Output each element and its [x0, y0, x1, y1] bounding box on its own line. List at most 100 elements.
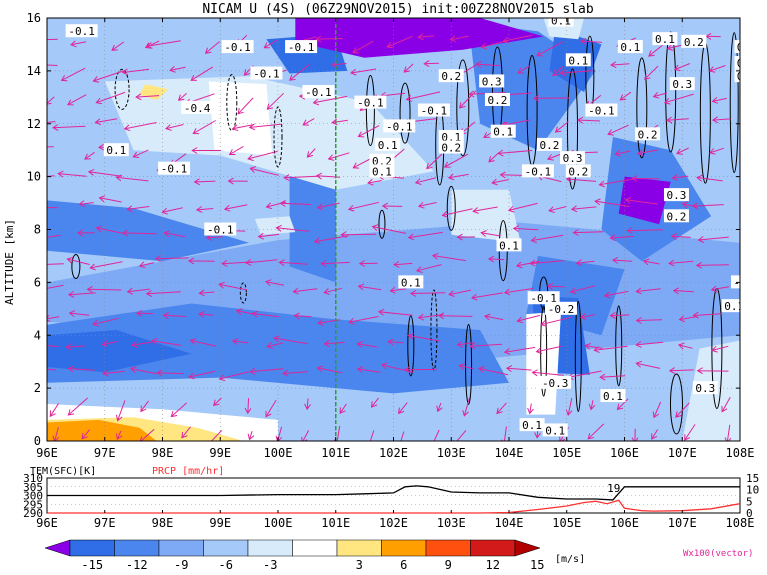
- wind-vector: [52, 427, 60, 441]
- colorbar-box: [114, 539, 160, 557]
- contour-label-text: -0.1: [288, 41, 315, 54]
- wind-vector: [102, 369, 125, 377]
- wind-vector: [81, 429, 90, 440]
- wind-vector: [673, 63, 691, 71]
- wind-vector: [101, 340, 118, 347]
- contour-label: -0.1: [585, 103, 618, 118]
- wind-vector: [447, 173, 469, 181]
- wind-vector: [400, 431, 405, 441]
- wind-vector: [67, 290, 96, 298]
- shade-region: [47, 419, 157, 441]
- wind-vector: [569, 285, 596, 295]
- wind-vector: [671, 174, 689, 181]
- contour-label-text: 0.3: [695, 382, 715, 395]
- wind-vector: [181, 426, 191, 439]
- wind-vector: [642, 258, 660, 266]
- wind-vector: [273, 335, 308, 345]
- wind-vector: [205, 234, 223, 241]
- wind-vector: [347, 201, 380, 212]
- contour-line: [378, 209, 386, 239]
- wind-vector: [415, 264, 442, 273]
- wind-vector: [475, 60, 501, 68]
- wind-vector: [339, 403, 347, 414]
- wind-vector: [403, 63, 414, 73]
- colorbar-box: [336, 539, 382, 557]
- wind-vector: [635, 287, 661, 295]
- surface-x-tick-label: 100E: [264, 516, 293, 530]
- wind-vector: [507, 202, 538, 213]
- wind-vector: [635, 316, 663, 324]
- contour-label-text: 0.3: [667, 189, 687, 202]
- contour-label-text: -0.1: [386, 120, 413, 133]
- wind-vector: [535, 345, 563, 355]
- wind-vector: [614, 149, 631, 157]
- wind-vector: [386, 35, 413, 49]
- colorbar-box: [203, 539, 249, 557]
- wind-vector: [161, 207, 183, 215]
- wind-vector: [94, 118, 118, 126]
- wind-vector: [47, 121, 56, 123]
- wind-vector: [237, 97, 254, 115]
- colorbar-box: [381, 539, 427, 557]
- wind-vector: [247, 150, 278, 162]
- wind-vector: [389, 286, 407, 294]
- wind-vector: [512, 225, 539, 233]
- wind-vector: [367, 178, 382, 186]
- contour-label-text: 0.1: [522, 419, 542, 432]
- wind-vector: [559, 69, 593, 77]
- contour-line: [636, 57, 648, 159]
- wind-vector: [691, 202, 724, 210]
- wind-vector: [304, 398, 312, 411]
- wind-vector: [283, 174, 318, 182]
- wind-vector: [140, 400, 149, 413]
- contour-label-text: 0.2: [488, 94, 508, 107]
- wind-vectors: [47, 32, 732, 441]
- x-tick-label: 107E: [668, 446, 697, 460]
- contour-label-text: 0.1: [106, 144, 126, 157]
- contour-label: 0.2: [635, 127, 661, 141]
- contour-line: [615, 305, 623, 387]
- contour-label: 0.3: [560, 151, 586, 165]
- wind-vector: [320, 259, 350, 267]
- wind-vector: [78, 200, 94, 208]
- wind-vector: [676, 147, 689, 155]
- wind-vector: [708, 65, 726, 73]
- wind-vector: [357, 283, 382, 291]
- contour-label-text: 0.1: [378, 139, 398, 152]
- shade-region: [254, 216, 296, 235]
- wind-vector: [289, 64, 310, 81]
- contour-label: -0.1: [285, 40, 318, 54]
- y-tick-label: 10: [27, 170, 41, 184]
- contour-label: 0.1: [652, 32, 678, 46]
- wind-vector: [86, 285, 122, 293]
- colorbar-box: [292, 539, 338, 557]
- wind-vector: [70, 40, 87, 48]
- x-tick-label: 98E: [152, 446, 174, 460]
- wind-vector: [480, 230, 501, 237]
- contour-label: -0.1: [417, 103, 450, 118]
- contour-label: 0.2: [536, 137, 562, 152]
- contour-label-text: 0.2: [568, 165, 588, 178]
- wind-vector: [668, 367, 694, 375]
- wind-vector: [554, 121, 569, 133]
- wind-vector: [116, 430, 123, 440]
- x-tick-label: 101E: [321, 446, 350, 460]
- wind-vector: [593, 345, 628, 354]
- wind-vector: [377, 308, 413, 316]
- wind-vector: [672, 287, 694, 295]
- colorbar-tick-label: 15: [530, 558, 544, 572]
- contour-label-text: 0.1: [493, 126, 513, 139]
- surface-series-line: [47, 485, 740, 501]
- contour-labels: -0.1-0.1 -0.1-0.1-0.4-0.1-0.1-0.1-0.10.1-…: [65, 18, 740, 437]
- wind-vector: [87, 168, 123, 177]
- wind-vector: [371, 224, 407, 234]
- wind-vector: [92, 317, 119, 327]
- wind-vector: [313, 235, 349, 245]
- shade-region: [526, 311, 561, 415]
- wind-vector: [191, 147, 221, 154]
- wind-vector: [154, 255, 189, 262]
- y-tick-label: 14: [27, 64, 41, 78]
- colorbar-box: [470, 539, 516, 557]
- surface-left-tick-label: 310: [23, 472, 43, 485]
- wind-vector: [248, 123, 282, 131]
